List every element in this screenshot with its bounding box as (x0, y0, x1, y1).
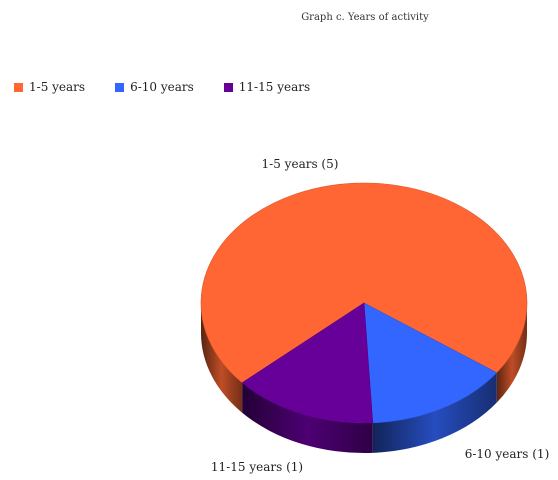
legend-label: 6-10 years (130, 80, 194, 94)
legend-item-11-15-years[interactable]: 11-15 years (223, 80, 311, 94)
pie-slice-6-10-years[interactable] (363, 302, 498, 424)
legend-item-1-5-years[interactable]: 1-5 years (14, 80, 85, 94)
pie-tops (200, 182, 528, 424)
pie-slice-11-15-years[interactable] (241, 302, 374, 424)
legend-label: 11-15 years (238, 80, 311, 94)
slice-data-label: 6-10 years (1) (465, 447, 550, 461)
pie-side-11-15-years (242, 382, 373, 454)
legend: 1-5 years 6-10 years 11-15 years (14, 80, 340, 94)
legend-label: 1-5 years (29, 80, 86, 94)
pie-side-1-5-years (496, 303, 527, 403)
slice-data-label: 11-15 years (1) (211, 460, 303, 474)
legend-swatch (14, 82, 23, 92)
slice-data-label: 1-5 years (5) (262, 157, 339, 171)
pie-sides (201, 303, 527, 454)
pie-side-6-10-years (372, 372, 497, 453)
pie-slice-1-5-years[interactable] (200, 182, 528, 384)
legend-swatch (223, 82, 233, 92)
pie-labels: 1-5 years (5) 6-10 years (1) 11-15 years (… (211, 157, 549, 474)
chart-title: Graph c. Years of activity (301, 12, 429, 23)
legend-item-6-10-years[interactable]: 6-10 years (115, 80, 194, 94)
legend-swatch (115, 82, 125, 92)
pie-side-1-5-years (201, 303, 243, 413)
